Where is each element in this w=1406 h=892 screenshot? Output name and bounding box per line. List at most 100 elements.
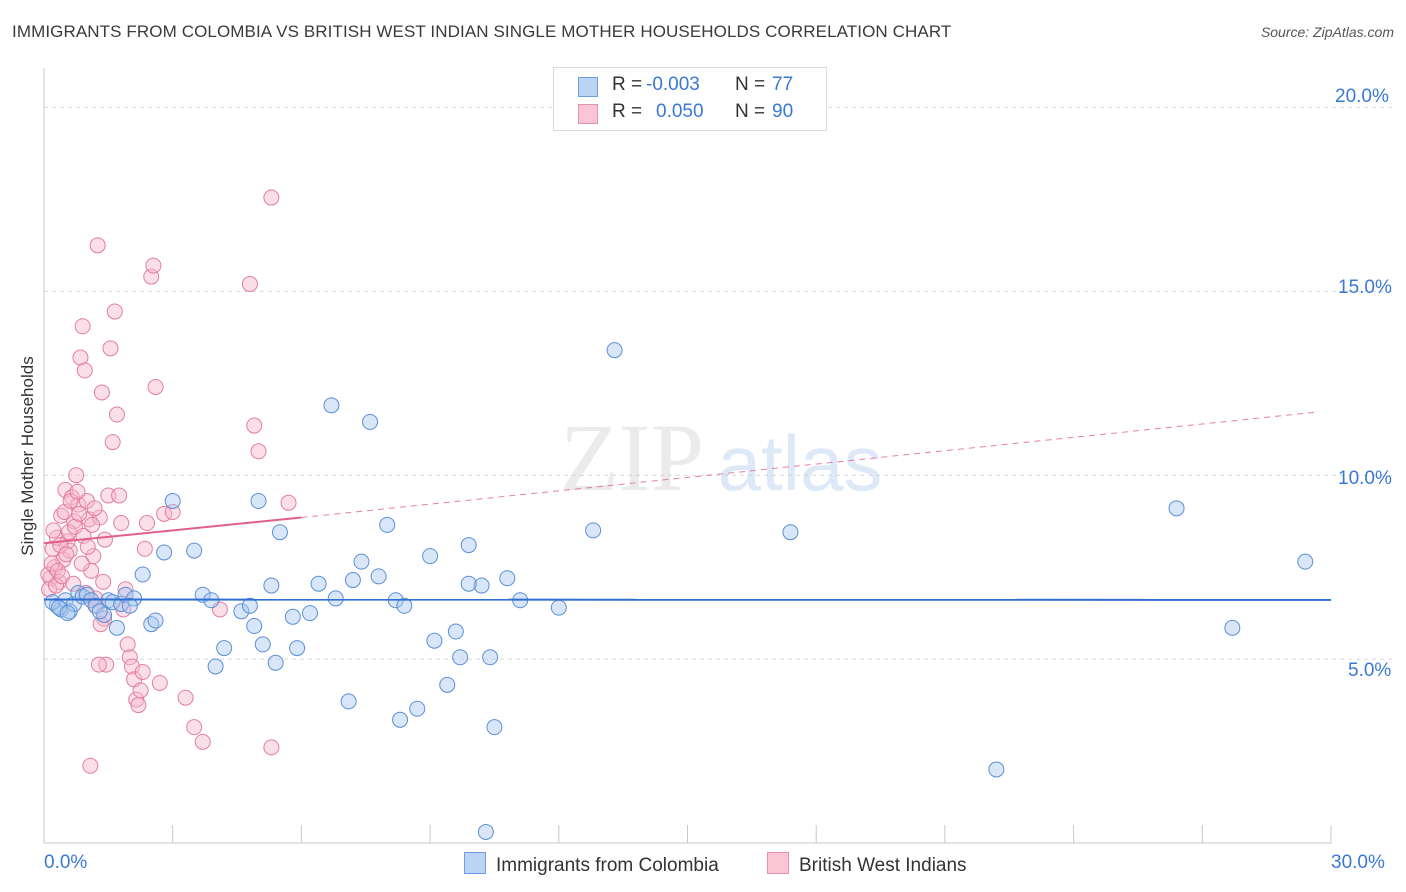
data-point [59,605,76,622]
data-point [121,597,138,614]
watermark: ZIP atlas [560,404,882,511]
data-point [280,494,297,511]
data-point [344,572,361,589]
data-point [447,623,464,640]
data-point [988,761,1005,778]
data-point [102,340,119,357]
axes [43,68,1332,844]
data-point [186,542,203,559]
data-point [1168,500,1185,517]
data-point [460,575,477,592]
data-point [72,349,89,366]
data-point [550,599,567,616]
data-point [106,303,123,320]
bottom-legend-label: British West Indians [799,855,967,876]
trend-lines [43,411,1332,601]
data-point [113,515,130,532]
data-point [439,676,456,693]
data-point [96,531,113,548]
data-point [186,719,203,736]
data-point [92,616,109,633]
data-point [486,719,503,736]
data-point [460,537,477,554]
data-point [323,397,340,414]
legend-r-value: 0.050 [656,101,704,122]
data-point [194,586,211,603]
data-point [289,640,306,657]
data-point [119,636,136,653]
data-point [85,548,102,565]
data-point [82,757,99,774]
data-point [370,568,387,585]
x-tick-label-min: 0.0% [44,852,88,873]
legend-r-label: R = [612,74,643,95]
data-point [177,689,194,706]
data-point [362,413,379,430]
data-point [263,739,280,756]
data-point [69,483,86,500]
data-point [246,618,263,635]
data-point [271,524,288,541]
data-point [263,189,280,206]
data-point [90,656,107,673]
data-point [136,540,153,557]
series-british-west-indians [40,189,297,774]
data-point [44,594,61,611]
data-point [65,575,82,592]
data-point [379,516,396,533]
data-point [132,682,149,699]
legend-n-value: 90 [772,101,794,122]
data-point [246,417,263,434]
watermark-atlas: atlas [718,419,883,507]
data-point [482,649,499,666]
data-point [310,575,327,592]
data-point [74,318,91,335]
y-tick-label-10: 10.0% [1338,468,1392,489]
data-point [409,700,426,717]
data-point [499,570,516,587]
chart-title: IMMIGRANTS FROM COLOMBIA VS BRITISH WEST… [12,22,952,41]
data-point [216,640,233,657]
data-point [301,605,318,622]
data-point [138,515,155,532]
data-point [327,590,344,607]
data-point [1297,553,1314,570]
data-point [68,467,85,484]
data-point [477,823,494,840]
y-tick-label-20: 20.0% [1335,86,1389,107]
data-point [353,553,370,570]
data-point [130,697,147,714]
data-point [147,378,164,395]
data-point [104,434,121,451]
data-point [233,603,250,620]
data-point [84,516,101,533]
series-immigrants-from-colombia [44,342,1314,840]
data-point [250,492,267,509]
data-point [134,566,151,583]
data-point [422,548,439,565]
bottom-legend-label: Immigrants from Colombia [496,855,719,876]
data-point [126,590,143,607]
data-point [54,568,71,585]
data-point [147,612,164,629]
data-point [86,500,103,517]
data-point [89,237,106,254]
data-point [241,275,258,292]
data-point [111,487,128,504]
data-point [782,524,799,541]
data-point [45,522,62,539]
y-tick-label-15: 15.0% [1338,277,1392,298]
data-point [284,608,301,625]
data-point [392,711,409,728]
data-point [95,573,112,590]
data-point [396,597,413,614]
trend-line-pink [43,516,302,545]
bottom-legend-swatch-blue [464,852,486,874]
legend-r-value: -0.003 [646,74,700,95]
trend-line-pink-extended [301,411,1319,519]
data-point [164,503,181,520]
data-point [108,619,125,636]
data-point [73,555,90,572]
legend-r-label: R = [612,101,643,122]
